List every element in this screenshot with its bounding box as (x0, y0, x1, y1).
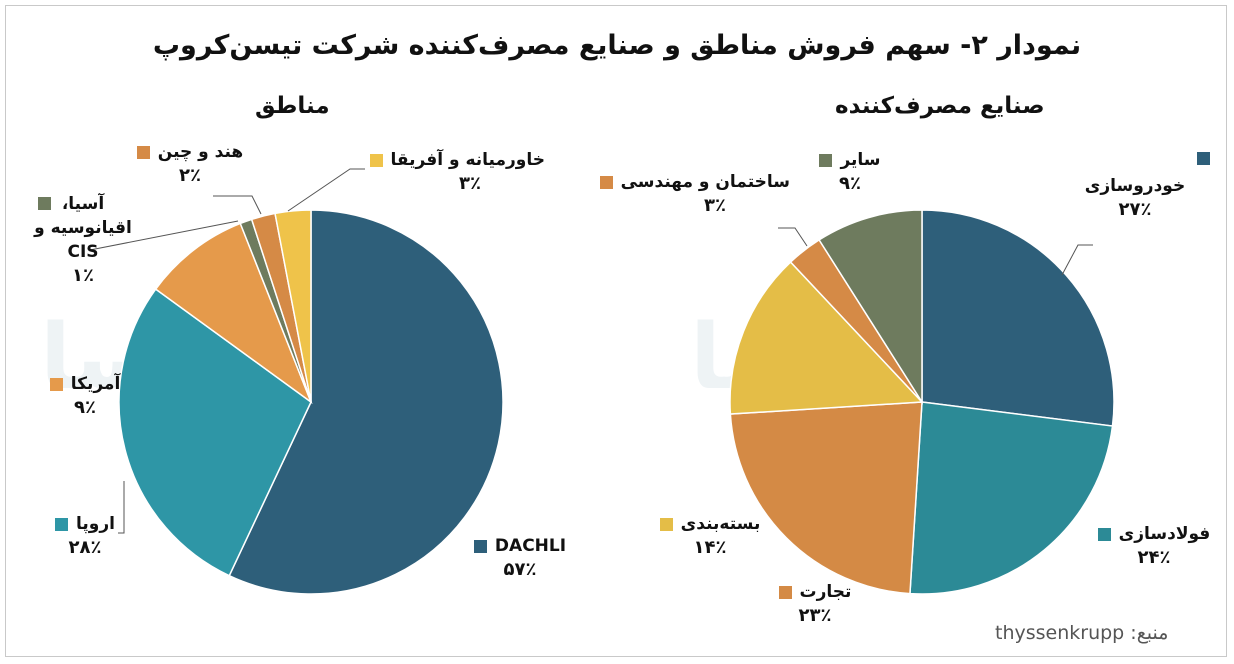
pie-slice-industries-1 (909, 401, 1114, 595)
dachli-name: DACHLI (494, 536, 567, 556)
packaging-pct: ۱۴٪ (693, 537, 727, 558)
leader-construction (778, 227, 808, 247)
steel-name: فولادسازی (1118, 524, 1211, 544)
legend-swatch-construction (599, 175, 613, 189)
legend-swatch-trade (778, 585, 792, 599)
pie-slice-industries-2 (729, 401, 923, 595)
label-dachli: DACHLI ۵۷٪ (455, 534, 585, 582)
legend-swatch-packaging (659, 517, 673, 531)
legend-swatch-automotive (1197, 152, 1210, 165)
america-pct: ۹٪ (74, 397, 96, 418)
source-label: منبع: (1130, 622, 1169, 644)
automotive-name: خودروسازی (1084, 176, 1186, 196)
legend-swatch-steel (1097, 527, 1111, 541)
label-america: آمریکا ۹٪ (30, 372, 140, 420)
label-packaging: بسته‌بندی ۱۴٪ (640, 512, 780, 560)
leader-automotive (1061, 244, 1093, 276)
pie-industries (729, 209, 1115, 595)
pie-slice-industries-5 (818, 209, 923, 405)
legend-swatch-europe (55, 517, 69, 531)
america-name: آمریکا (70, 374, 121, 394)
pie-slice-industries-3 (729, 260, 924, 415)
pie-slice-regions-0 (228, 209, 504, 595)
legend-swatch-america (49, 377, 63, 391)
label-construction: ساختمان و مهندسی ۳٪ (599, 170, 790, 218)
construction-pct: ۳٪ (704, 195, 726, 216)
label-europe: اروپا ۲۸٪ (30, 512, 140, 560)
europe-pct: ۲۸٪ (68, 537, 102, 558)
label-asia: آسیا، اقیانوسیه و CIS ۱٪ (28, 192, 138, 288)
leader-lines (89, 168, 1093, 534)
legend-swatch-dachli (473, 539, 487, 553)
legend-swatch-other (819, 153, 833, 167)
label-automotive: خودروسازی ۲۷٪ (1045, 148, 1225, 222)
packaging-name: بسته‌بندی (680, 514, 761, 534)
regions-chart-title: مناطق (255, 93, 330, 119)
label-mideast: خاورمیانه و آفریقا ۳٪ (369, 148, 545, 196)
india-china-name: هند و چین (157, 142, 244, 162)
india-china-pct: ۲٪ (179, 165, 201, 186)
pie-slice-regions-2 (154, 222, 313, 405)
pie-regions (118, 209, 504, 595)
construction-name: ساختمان و مهندسی (620, 172, 790, 192)
label-trade: تجارت ۲۳٪ (760, 580, 870, 628)
pie-slice-regions-5 (274, 209, 312, 403)
leader-europe (118, 481, 125, 534)
asia-pct: ۱٪ (72, 265, 94, 286)
label-other: سایر ۹٪ (800, 148, 900, 196)
other-name: سایر (840, 150, 881, 170)
source-note: منبع: thyssenkrupp (995, 622, 1168, 644)
leader-mideast (287, 168, 365, 212)
legend-swatch-india-china (136, 145, 150, 159)
source-name: thyssenkrupp (995, 622, 1125, 644)
industries-chart-title: صنایع مصرف‌کننده (835, 93, 1045, 119)
leader-india-china (213, 195, 262, 215)
mideast-pct: ۳٪ (459, 173, 481, 194)
dachli-pct: ۵۷٪ (503, 559, 537, 580)
leader-asia (89, 220, 239, 251)
other-pct: ۹٪ (839, 173, 861, 194)
pie-slice-regions-1 (118, 288, 312, 577)
pie-slice-industries-0 (921, 209, 1115, 427)
label-india-china: هند و چین ۲٪ (125, 140, 255, 188)
trade-name: تجارت (799, 582, 852, 602)
trade-pct: ۲۳٪ (798, 605, 832, 626)
legend-swatch-mideast (369, 153, 383, 167)
label-steel: فولادسازی ۲۴٪ (1084, 522, 1224, 570)
legend-swatch-asia (38, 197, 51, 210)
chart-frame (5, 5, 1227, 657)
chart-title: نمودار ۲- سهم فروش مناطق و صنایع مصرف‌کن… (152, 30, 1082, 61)
asia-name: آسیا، اقیانوسیه و CIS (34, 194, 132, 262)
steel-pct: ۲۴٪ (1137, 547, 1171, 568)
europe-name: اروپا (76, 514, 115, 534)
automotive-pct: ۲۷٪ (1118, 199, 1152, 220)
mideast-name: خاورمیانه و آفریقا (390, 150, 545, 170)
